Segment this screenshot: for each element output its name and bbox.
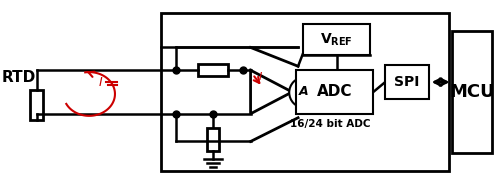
Text: I: I (99, 76, 103, 89)
Bar (385, 65, 428, 99)
Polygon shape (250, 70, 292, 114)
Text: RTD: RTD (2, 70, 36, 85)
Bar (303, 24, 370, 55)
Bar (162, 13, 449, 171)
Bar (30, 90, 43, 120)
Bar (206, 128, 220, 151)
Bar (198, 64, 228, 76)
Text: I: I (258, 72, 262, 82)
Bar (452, 31, 492, 153)
Text: MCU: MCU (450, 83, 495, 101)
Bar (296, 70, 374, 114)
Text: A: A (299, 86, 309, 98)
Text: V$_{\mathregular{REF}}$: V$_{\mathregular{REF}}$ (320, 31, 353, 48)
Text: SPI: SPI (394, 75, 419, 89)
Text: ADC: ADC (317, 84, 352, 100)
Text: 16/24 bit ADC: 16/24 bit ADC (290, 119, 370, 129)
